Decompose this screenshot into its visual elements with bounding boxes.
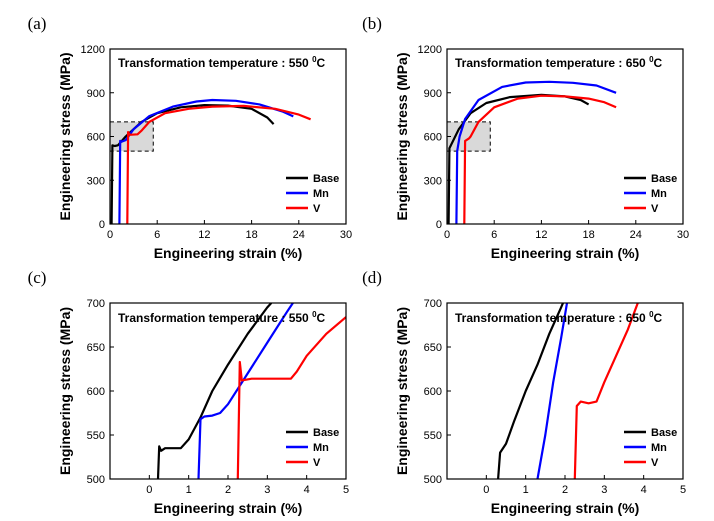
y-tick-label: 700	[87, 298, 105, 310]
y-tick-label: 600	[424, 132, 442, 144]
transformation-temperature-note: Transformation temperature : 650 0C	[455, 55, 663, 70]
series-line-v	[236, 316, 346, 479]
chart-panel-3: (c) 0 1 2 3 4 5 500 550 600 650 700 Engineering stra…	[28, 268, 350, 516]
y-tick-label: 300	[424, 175, 442, 187]
x-tick-label: 5	[680, 484, 686, 496]
y-tick-label: 550	[424, 430, 442, 442]
x-tick-label: 6	[154, 229, 160, 241]
x-tick-label: 0	[146, 484, 152, 496]
x-tick-label: 2	[225, 484, 231, 496]
y-tick-label: 700	[424, 298, 442, 310]
series-line-mn	[455, 80, 617, 224]
y-axis-label: Engineering stress (MPa)	[57, 52, 73, 220]
x-axis-label: Engineering strain (%)	[154, 500, 303, 516]
x-tick-label: 4	[641, 484, 647, 496]
legend-label: Mn	[313, 442, 329, 454]
y-tick-label: 1200	[81, 44, 105, 56]
series-line-mn	[536, 303, 569, 479]
series-line-v	[126, 104, 312, 224]
panel-letter: (c)	[28, 268, 47, 287]
y-tick-label: 500	[424, 474, 442, 486]
x-tick-label: 18	[245, 229, 257, 241]
chart-panel-4: (d) 0 1 2 3 4 5 500 550 600 650 700 Engineering stra…	[362, 268, 686, 516]
series-line-base	[156, 303, 273, 479]
panel-letter: (b)	[362, 14, 382, 33]
x-tick-label: 0	[444, 229, 450, 241]
x-tick-label: 5	[343, 484, 349, 496]
plot-frame	[446, 302, 684, 480]
legend-label: V	[313, 203, 321, 215]
plot-frame	[109, 302, 347, 480]
y-tick-label: 1200	[418, 44, 442, 56]
y-tick-label: 600	[87, 386, 105, 398]
y-tick-label: 600	[424, 386, 442, 398]
x-tick-label: 12	[198, 229, 210, 241]
y-tick-label: 0	[99, 219, 105, 231]
legend-label: Mn	[313, 188, 329, 200]
x-tick-label: 24	[630, 229, 642, 241]
y-tick-label: 0	[436, 219, 442, 231]
legend: Base Mn V	[624, 427, 677, 469]
x-tick-label: 12	[535, 229, 547, 241]
x-axis-label: Engineering strain (%)	[154, 245, 303, 261]
x-axis-label: Engineering strain (%)	[491, 245, 640, 261]
legend-label: Base	[651, 427, 677, 439]
panel-letter: (a)	[28, 14, 47, 33]
legend-label: Mn	[651, 442, 667, 454]
x-tick-label: 30	[340, 229, 352, 241]
legend: Base Mn V	[286, 427, 339, 469]
legend-label: Mn	[651, 188, 667, 200]
x-tick-label: 2	[562, 484, 568, 496]
legend-label: V	[651, 203, 659, 215]
x-axis-label: Engineering strain (%)	[491, 500, 640, 516]
x-tick-label: 4	[304, 484, 310, 496]
x-tick-label: 1	[186, 484, 192, 496]
y-tick-label: 900	[87, 88, 105, 100]
y-tick-label: 900	[424, 88, 442, 100]
x-tick-label: 3	[601, 484, 607, 496]
x-tick-label: 0	[483, 484, 489, 496]
series-line-v	[573, 303, 639, 479]
legend-label: V	[313, 457, 321, 469]
y-tick-label: 650	[424, 342, 442, 354]
x-tick-label: 18	[582, 229, 594, 241]
x-tick-label: 6	[491, 229, 497, 241]
y-tick-label: 500	[87, 474, 105, 486]
series-line-mn	[118, 98, 294, 224]
x-tick-label: 30	[677, 229, 689, 241]
x-tick-label: 24	[293, 229, 305, 241]
y-axis-label: Engineering stress (MPa)	[57, 307, 73, 475]
series-line-base	[497, 303, 565, 479]
legend-label: V	[651, 457, 659, 469]
transformation-temperature-note: Transformation temperature : 550 0C	[118, 310, 326, 325]
legend-label: Base	[313, 427, 339, 439]
y-tick-label: 550	[87, 430, 105, 442]
series-line-mn	[197, 303, 294, 479]
y-tick-label: 650	[87, 342, 105, 354]
legend: Base Mn V	[624, 173, 677, 215]
y-axis-label: Engineering stress (MPa)	[394, 307, 410, 475]
x-tick-label: 0	[107, 229, 113, 241]
panel-letter: (d)	[362, 268, 382, 287]
legend-label: Base	[313, 173, 339, 185]
y-axis-label: Engineering stress (MPa)	[394, 52, 410, 220]
legend: Base Mn V	[286, 173, 339, 215]
zoom-region-box	[446, 121, 491, 152]
series-line-v	[463, 94, 617, 224]
x-tick-label: 1	[523, 484, 529, 496]
transformation-temperature-note: Transformation temperature : 550 0C	[118, 55, 326, 70]
y-tick-label: 600	[87, 132, 105, 144]
y-tick-label: 300	[87, 175, 105, 187]
x-tick-label: 3	[264, 484, 270, 496]
legend-label: Base	[651, 173, 677, 185]
transformation-temperature-note: Transformation temperature : 650 0C	[455, 310, 663, 325]
